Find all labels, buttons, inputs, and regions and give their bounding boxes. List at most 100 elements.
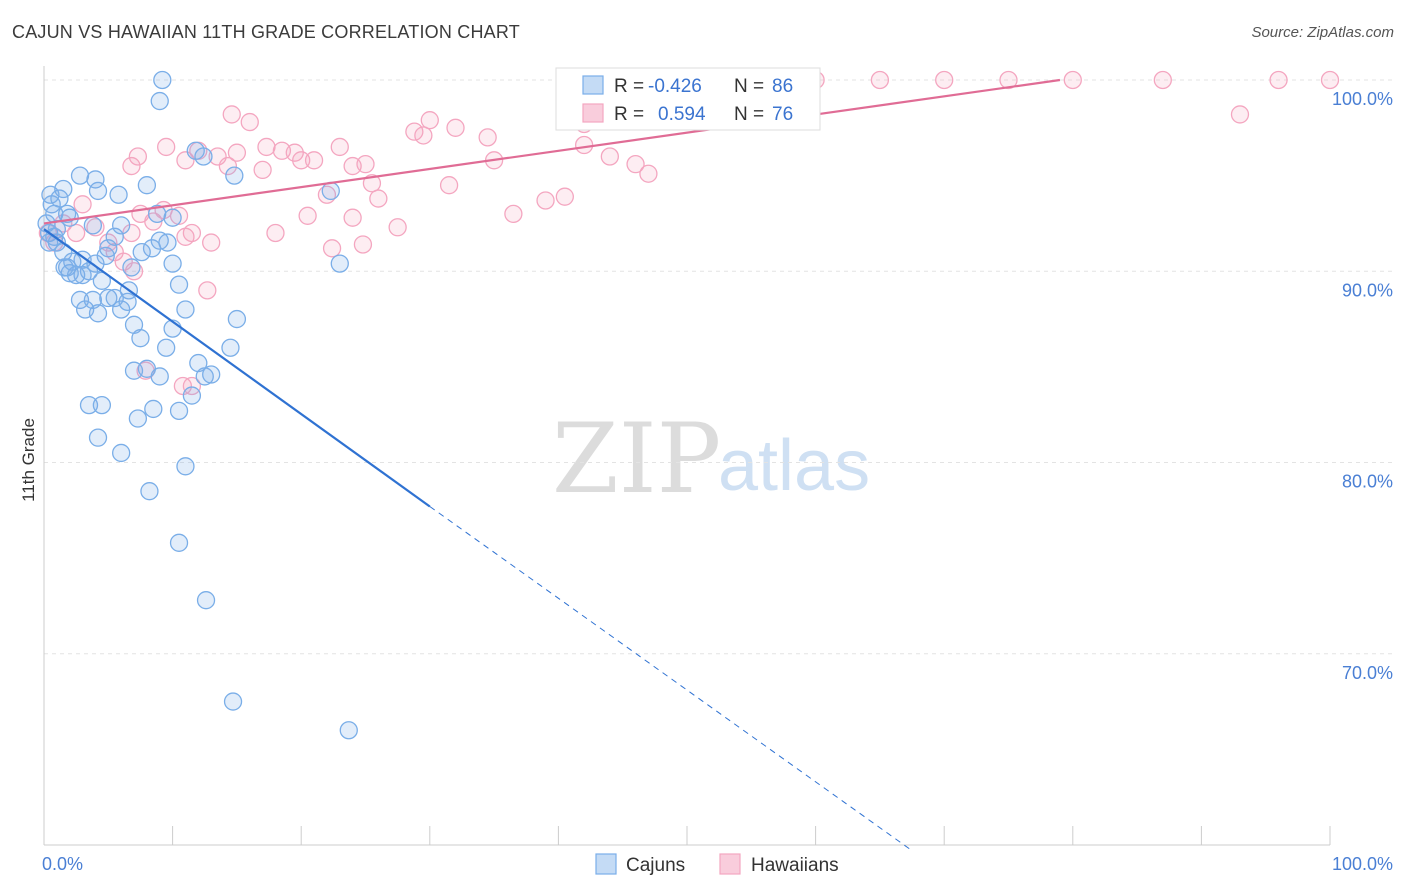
cajuns-point-82 <box>83 216 103 235</box>
cajuns-point-48 <box>202 365 221 384</box>
watermark-atlas: atlas <box>718 426 870 506</box>
y-tick-label-2: 80.0% <box>1342 472 1393 492</box>
cajuns-point-58 <box>140 482 159 501</box>
legend-n-value-cajuns: 86 <box>772 76 793 97</box>
hawaiians-point-3 <box>67 223 86 243</box>
source-label: Source: ZipAtlas.com <box>1251 24 1394 41</box>
hawaiians-point-58 <box>639 164 658 183</box>
cajuns-point-84 <box>122 258 141 277</box>
stats-legend: R = -0.426 N = 86 R = 0.594 N = 76 <box>555 67 821 131</box>
hawaiians-point-16 <box>202 233 221 252</box>
cajuns-point-31 <box>86 170 105 189</box>
cajuns-point-50 <box>79 395 99 415</box>
hawaiians-point-65 <box>1063 70 1082 90</box>
cajuns-point-53 <box>112 443 131 463</box>
hawaiians-point-46 <box>420 111 439 130</box>
cajuns-point-22 <box>88 304 108 323</box>
hawaiians-point-57 <box>626 154 645 174</box>
hawaiians-point-67 <box>1230 105 1250 124</box>
hawaiians-point-63 <box>935 70 954 90</box>
cajuns-trend-extension <box>429 506 910 850</box>
cajuns-point-73 <box>73 265 92 285</box>
cajuns-point-71 <box>153 70 172 90</box>
series-legend-swatch-cajuns <box>595 853 617 875</box>
hawaiians-point-45 <box>414 126 433 145</box>
cajuns-point-59 <box>169 533 189 552</box>
cajuns-point-28 <box>105 227 124 246</box>
cajuns-point-29 <box>112 216 131 235</box>
hawaiians-point-37 <box>304 151 324 170</box>
cajuns-point-62 <box>339 721 358 740</box>
hawaiians-point-72 <box>343 208 362 227</box>
hawaiians-point-33 <box>253 160 272 180</box>
hawaiians-point-47 <box>439 176 459 195</box>
cajuns-point-34 <box>137 176 157 195</box>
hawaiians-point-4 <box>73 195 92 214</box>
cajuns-point-85 <box>158 233 177 252</box>
cajuns-point-45 <box>124 361 144 380</box>
cajuns-point-19 <box>70 290 90 310</box>
hawaiians-point-64 <box>999 70 1018 90</box>
series-legend-label-cajuns: Cajuns <box>626 855 685 876</box>
watermark-zip: ZIP <box>552 403 721 515</box>
cajuns-point-66 <box>330 254 349 273</box>
hawaiians-point-22 <box>122 156 141 176</box>
gridlines <box>44 79 1392 655</box>
cajuns-point-38 <box>169 275 189 294</box>
legend-n-label-hawaiians: N = <box>734 104 764 125</box>
hawaiians-point-44 <box>405 122 424 141</box>
y-tick-label-1: 90.0% <box>1342 280 1393 300</box>
cajuns-point-44 <box>150 367 169 386</box>
cajuns-point-74 <box>55 258 74 277</box>
hawaiians-point-23 <box>128 147 148 166</box>
legend-r-value-cajuns: -0.426 <box>648 76 702 97</box>
hawaiians-point-30 <box>222 105 241 124</box>
cajuns-point-49 <box>182 386 202 405</box>
cajuns-point-37 <box>163 254 182 273</box>
hawaiians-point-49 <box>478 128 497 147</box>
cajuns-point-54 <box>128 409 148 428</box>
hawaiians-point-31 <box>240 112 259 132</box>
legend-n-label-cajuns: N = <box>734 76 764 97</box>
cajuns-point-55 <box>144 399 163 419</box>
chart-title: CAJUN VS HAWAIIAN 11TH GRADE CORRELATION… <box>12 22 520 42</box>
hawaiians-point-70 <box>266 223 285 243</box>
hawaiians-point-28 <box>218 156 238 176</box>
y-tick-label-3: 70.0% <box>1342 663 1393 683</box>
cajuns-point-23 <box>99 288 118 308</box>
hawaiians-point-73 <box>322 239 342 258</box>
hawaiians-point-75 <box>362 174 382 193</box>
y-axis-label: 11th Grade <box>19 418 38 502</box>
legend-r-label-hawaiians: R = <box>614 104 644 125</box>
hawaiians-point-54 <box>574 135 594 155</box>
hawaiians-point-5 <box>86 218 105 237</box>
x-tick-labels: 0.0% 100.0% <box>42 854 1393 874</box>
hawaiians-point-24 <box>157 137 176 157</box>
y-tick-label-0: 100.0% <box>1332 89 1393 109</box>
cajuns-point-52 <box>88 428 108 447</box>
cajuns-point-60 <box>196 591 216 610</box>
axes <box>43 66 1331 846</box>
cajuns-point-42 <box>131 329 150 348</box>
hawaiians-point-66 <box>1153 70 1172 90</box>
legend-swatch-hawaiians <box>582 103 604 123</box>
hawaiians-point-56 <box>600 147 619 166</box>
cajuns-point-67 <box>225 166 244 185</box>
hawaiians-point-68 <box>1269 70 1288 90</box>
cajuns-point-7 <box>54 179 73 199</box>
hawaiians-point-36 <box>292 151 311 170</box>
hawaiians-trend-line <box>43 78 1061 225</box>
series-legend-swatch-hawaiians <box>719 853 741 875</box>
legend-r-label-cajuns: R = <box>614 76 644 97</box>
legend-swatch-cajuns <box>582 75 604 95</box>
cajuns-point-47 <box>195 367 214 386</box>
legend-r-value-hawaiians: 0.594 <box>658 104 706 125</box>
cajuns-point-21 <box>83 290 103 310</box>
cajuns-point-81 <box>163 208 182 227</box>
x-tick-label-1: 100.0% <box>1332 854 1393 874</box>
cajuns-point-30 <box>70 166 90 185</box>
hawaiians-point-42 <box>369 189 388 208</box>
cajuns-point-65 <box>321 181 340 201</box>
hawaiians-point-71 <box>298 206 317 225</box>
hawaiians-point-48 <box>446 118 465 137</box>
